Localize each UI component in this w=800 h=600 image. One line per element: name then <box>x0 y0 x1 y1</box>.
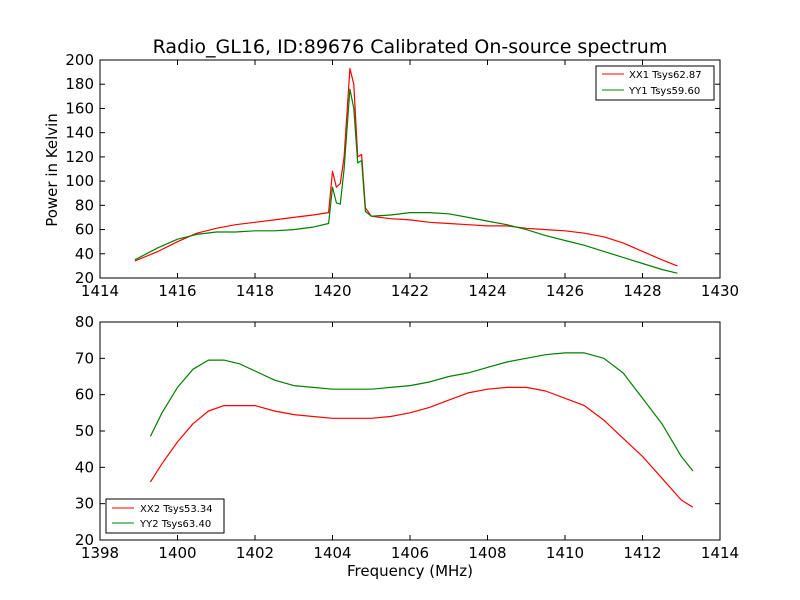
bottom-chart-y-tick-label: 70 <box>75 349 94 367</box>
bottom-chart-legend: XX2 Tsys53.34 YY2 Tsys63.40 <box>105 498 225 534</box>
bottom-chart: 1398 1400 1402 1404 1406 1408 1410 1412 1414 20 3… <box>75 313 739 580</box>
top-chart-x-tick-label: 1424 <box>468 282 506 300</box>
top-chart-series-line-1 <box>134 88 678 274</box>
top-chart-x-tick-label: 1414 <box>81 282 119 300</box>
top-chart-x-tick-label: 1428 <box>623 282 661 300</box>
bottom-chart-x-tick-label: 1412 <box>623 544 661 562</box>
top-chart-legend-label-yy1: YY1 Tsys59.60 <box>628 86 700 97</box>
top-chart: Radio_GL16, ID:89676 Calibrated On-sourc… <box>43 36 739 300</box>
top-chart-x-tick-label: 1416 <box>158 282 196 300</box>
bottom-chart-x-tick-label: 1406 <box>391 544 429 562</box>
top-chart-legend-label-xx1: XX1 Tsys62.87 <box>629 70 702 81</box>
top-chart-y-tick-label: 40 <box>75 245 94 263</box>
bottom-chart-x-tick-label: 1404 <box>313 544 351 562</box>
bottom-chart-y-tick-label: 80 <box>75 313 94 331</box>
top-chart-y-tick-label: 120 <box>65 148 94 166</box>
top-chart-series-line-0 <box>134 67 678 267</box>
bottom-chart-legend-label-yy2: YY2 Tsys63.40 <box>139 519 211 530</box>
bottom-chart-x-tick-label: 1414 <box>701 544 739 562</box>
top-chart-x-tick-label: 1418 <box>236 282 274 300</box>
top-chart-x-tick-label: 1422 <box>391 282 429 300</box>
top-chart-legend-box <box>595 65 715 101</box>
bottom-chart-series-lines <box>149 352 694 508</box>
bottom-chart-y-tick-label: 20 <box>75 531 94 549</box>
top-chart-y-tick-label: 60 <box>75 221 94 239</box>
bottom-chart-series-line-1 <box>149 352 694 472</box>
bottom-chart-xlabel: Frequency (MHz) <box>347 562 473 580</box>
top-chart-y-tick-label: 20 <box>75 269 94 287</box>
bottom-chart-y-tick-label: 60 <box>75 386 94 404</box>
bottom-chart-x-tick-label: 1402 <box>236 544 274 562</box>
top-chart-x-tick-label: 1430 <box>701 282 739 300</box>
top-chart-title: Radio_GL16, ID:89676 Calibrated On-sourc… <box>153 36 668 58</box>
bottom-chart-legend-label-xx2: XX2 Tsys53.34 <box>140 504 213 515</box>
bottom-chart-y-tick-label: 50 <box>75 422 94 440</box>
bottom-chart-y-tick-label: 30 <box>75 495 94 513</box>
bottom-chart-legend-box <box>105 498 225 534</box>
top-chart-y-tick-label: 80 <box>75 196 94 214</box>
bottom-chart-x-tick-label: 1398 <box>81 544 119 562</box>
top-chart-y-tick-label: 200 <box>65 51 94 69</box>
bottom-chart-x-tick-label: 1410 <box>546 544 584 562</box>
top-chart-y-tick-label: 180 <box>65 75 94 93</box>
top-chart-y-tick-label: 140 <box>65 124 94 142</box>
bottom-chart-y-ticks: 20 30 40 50 60 70 80 <box>75 313 720 549</box>
top-chart-series-lines <box>134 67 678 274</box>
bottom-chart-series-line-0 <box>149 386 694 508</box>
bottom-chart-y-tick-label: 40 <box>75 458 94 476</box>
top-chart-x-ticks: 1414 1416 1418 1420 1422 1424 1426 1428 1430 <box>81 60 739 300</box>
top-chart-ylabel: Power in Kelvin <box>43 113 61 227</box>
top-chart-y-tick-label: 100 <box>65 172 94 190</box>
top-chart-y-tick-label: 160 <box>65 99 94 117</box>
top-chart-x-tick-label: 1426 <box>546 282 584 300</box>
top-chart-y-ticks: 20 40 60 80 100 120 140 160 180 200 <box>65 51 720 287</box>
bottom-chart-x-tick-label: 1400 <box>158 544 196 562</box>
top-chart-x-tick-label: 1420 <box>313 282 351 300</box>
bottom-chart-x-tick-label: 1408 <box>468 544 506 562</box>
bottom-chart-x-ticks: 1398 1400 1402 1404 1406 1408 1410 1412 1414 <box>81 322 739 562</box>
top-chart-legend: XX1 Tsys62.87 YY1 Tsys59.60 <box>595 65 715 101</box>
